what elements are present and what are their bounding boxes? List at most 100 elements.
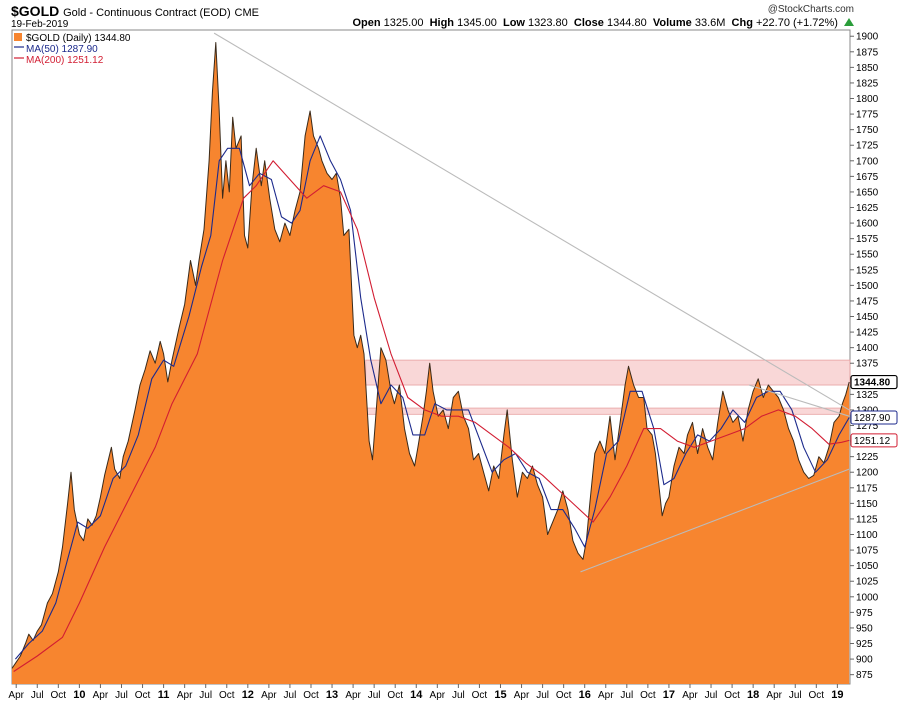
y-tick-label: 1125 — [856, 514, 878, 525]
y-tick-label: 1475 — [856, 296, 879, 307]
chart-header: $GOLD Gold - Continuous Contract (EOD) C… — [0, 0, 902, 30]
y-tick-label: 950 — [856, 623, 873, 634]
x-tick-label: Jul — [789, 690, 802, 701]
x-tick-label: Jul — [31, 690, 44, 701]
high-value: 1345.00 — [457, 17, 497, 29]
y-tick-label: 875 — [856, 670, 873, 681]
x-axis: Apr Jul Oct 10 Apr Jul Oct 11 Apr Jul Oct 12 Apr Jul O… — [8, 684, 843, 701]
y-tick-label: 1275 — [856, 421, 879, 432]
y-tick-label: 1625 — [856, 203, 879, 214]
x-tick-label: Apr — [261, 690, 277, 701]
x-tick-label: Jul — [115, 690, 128, 701]
low-label: Low — [502, 17, 525, 29]
up-arrow-icon — [844, 18, 854, 26]
resistance-zones — [365, 359, 851, 415]
ma50-line — [14, 135, 850, 660]
x-tick-label: Oct — [556, 690, 572, 701]
x-tick-label: Apr — [598, 690, 614, 701]
brand-label[interactable]: @StockCharts.com — [767, 4, 854, 15]
x-tick-label: Jul — [536, 690, 549, 701]
x-tick-label: 15 — [494, 689, 506, 701]
x-tick-label: Oct — [303, 690, 319, 701]
x-tick-label: Apr — [177, 690, 193, 701]
x-tick-label: Oct — [809, 690, 825, 701]
ma200-line — [13, 160, 850, 672]
x-tick-label: 12 — [242, 689, 254, 701]
y-tick-label: 900 — [856, 655, 873, 666]
y-tick-label: 1375 — [856, 359, 879, 370]
y-tick-label: 1750 — [856, 125, 879, 136]
y-tick-label: 1525 — [856, 265, 879, 276]
price-tag-label: 1251.12 — [854, 436, 891, 447]
volume-label: Volume — [652, 17, 692, 29]
x-tick-label: Jul — [452, 690, 465, 701]
symbol-description: Gold - Continuous Contract (EOD) — [63, 7, 231, 19]
y-tick-label: 1550 — [856, 250, 879, 261]
y-tick-label: 975 — [856, 608, 873, 619]
y-tick-label: 1000 — [856, 592, 879, 603]
close-label: Close — [573, 17, 604, 29]
y-tick-label: 1850 — [856, 63, 879, 74]
y-tick-label: 1050 — [856, 561, 879, 572]
trendline-2 — [580, 468, 850, 573]
y-tick-label: 1150 — [856, 499, 878, 510]
x-tick-label: Jul — [620, 690, 633, 701]
close-value: 1344.80 — [606, 17, 647, 29]
x-tick-label: Oct — [219, 690, 235, 701]
y-tick-label: 1575 — [856, 234, 879, 245]
x-tick-label: Oct — [724, 690, 740, 701]
y-tick-label: 1500 — [856, 281, 879, 292]
price-area-fill — [12, 42, 850, 684]
y-tick-label: 925 — [856, 639, 873, 650]
chg-label: Chg — [731, 17, 753, 29]
x-tick-label: Jul — [284, 690, 297, 701]
legend-entry: MA(200) 1251.12 — [26, 55, 104, 66]
moving-averages — [13, 135, 850, 672]
price-tag-box — [850, 433, 898, 448]
x-tick-label: 14 — [410, 689, 423, 701]
x-tick-label: 16 — [579, 689, 591, 701]
y-tick-label: 1025 — [856, 577, 879, 588]
y-tick-label: 1600 — [856, 219, 879, 230]
exchange: CME — [234, 7, 259, 19]
x-tick-label: Apr — [682, 690, 698, 701]
legend-swatch-price — [14, 33, 22, 41]
high-label: High — [429, 17, 455, 29]
x-tick-label: Oct — [51, 690, 67, 701]
y-tick-label: 1425 — [856, 328, 879, 339]
symbol: $GOLD — [11, 3, 60, 19]
chg-value: +22.70 (+1.72%) — [755, 17, 838, 29]
volume-value: 33.6M — [694, 17, 726, 29]
x-tick-label: Jul — [705, 690, 718, 701]
x-tick-label: Oct — [472, 690, 488, 701]
x-tick-label: 11 — [158, 689, 170, 701]
y-tick-label: 1700 — [856, 156, 879, 167]
x-tick-label: Apr — [766, 690, 782, 701]
x-tick-label: 18 — [747, 689, 759, 701]
y-tick-label: 1650 — [856, 187, 879, 198]
legend-entry: MA(50) 1287.90 — [26, 44, 98, 55]
x-tick-label: 17 — [663, 689, 675, 701]
x-tick-label: 19 — [831, 689, 843, 701]
y-tick-label: 1175 — [856, 483, 878, 494]
y-tick-label: 1900 — [856, 32, 879, 43]
price-tag-box — [850, 374, 898, 390]
y-axis: 875 900 925 950 975 1000 1025 1050 1075 1100 1125 1… — [850, 32, 879, 681]
ohlc-readout: Open 1325.00 High 1345.00 Low 1323.80 Cl… — [352, 17, 854, 29]
y-tick-label: 1200 — [856, 468, 879, 479]
price-tag-label: 1344.80 — [854, 378, 891, 389]
y-tick-label: 1825 — [856, 78, 879, 89]
x-tick-label: Apr — [430, 690, 446, 701]
y-tick-label: 1225 — [856, 452, 879, 463]
low-value: 1323.80 — [528, 17, 568, 29]
x-tick-label: 13 — [326, 689, 338, 701]
x-tick-label: Oct — [135, 690, 151, 701]
y-tick-label: 1800 — [856, 94, 879, 105]
y-tick-label: 1450 — [856, 312, 879, 323]
price-tag-label: 1287.90 — [854, 413, 891, 424]
x-tick-label: 10 — [73, 689, 85, 701]
y-tick-label: 1775 — [856, 110, 879, 121]
x-tick-label: Jul — [199, 690, 212, 701]
